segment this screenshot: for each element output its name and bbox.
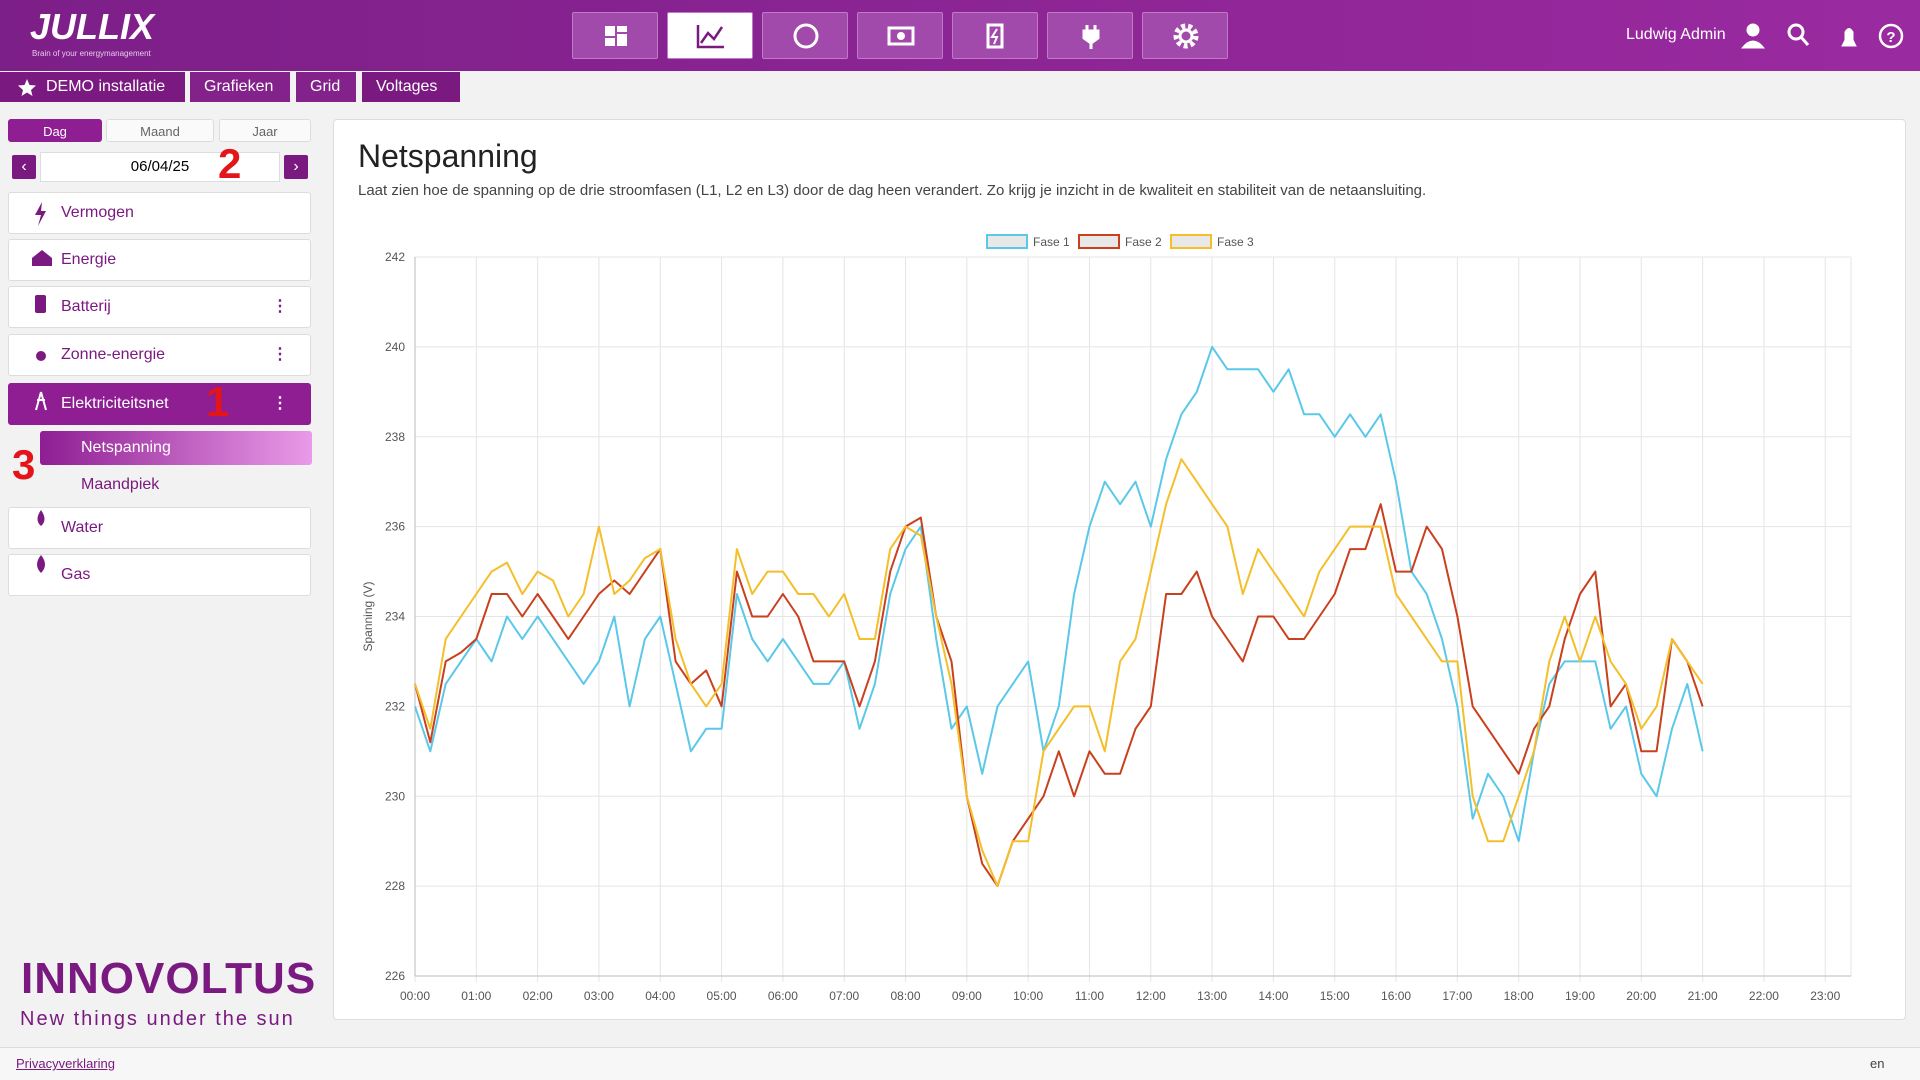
series-line bbox=[414, 345, 1704, 843]
menu-item-active[interactable]: Elektriciteitsnet ⋮ bbox=[8, 383, 311, 425]
menu-label: Elektriciteitsnet bbox=[61, 395, 169, 412]
legend-swatch bbox=[1078, 234, 1120, 249]
x-tick-label: 05:00 bbox=[707, 989, 737, 1003]
tab-year[interactable]: Jaar bbox=[219, 119, 311, 142]
language[interactable]: en bbox=[1870, 1056, 1885, 1071]
submenu-active[interactable]: Netspanning bbox=[40, 431, 312, 465]
chart-card: Netspanning Laat zien hoe de spanning op… bbox=[333, 119, 1906, 1020]
annotation: 1 bbox=[206, 378, 230, 425]
privacy-link[interactable]: Privacyverklaring bbox=[16, 1056, 115, 1071]
page-title: Netspanning bbox=[358, 138, 538, 174]
tagline: Brain of your energymanagement bbox=[32, 49, 151, 58]
x-tick-label: 15:00 bbox=[1320, 989, 1350, 1003]
user-name[interactable]: Ludwig Admin bbox=[1626, 26, 1726, 43]
x-tick-label: 18:00 bbox=[1504, 989, 1534, 1003]
series-line bbox=[414, 458, 1704, 888]
tab-day[interactable]: Dag bbox=[8, 119, 102, 142]
legend-label: Fase 3 bbox=[1217, 235, 1254, 249]
x-tick-label: 21:00 bbox=[1688, 989, 1718, 1003]
y-tick-label: 230 bbox=[385, 789, 405, 803]
brand: INNOVOLTUS bbox=[21, 954, 317, 1003]
nav-plug[interactable] bbox=[1047, 12, 1133, 59]
annotation: 3 bbox=[12, 441, 36, 488]
breadcrumb-item[interactable]: Grid bbox=[296, 72, 356, 102]
prev-day[interactable]: ‹ bbox=[12, 155, 36, 179]
menu-item[interactable]: Zonne-energie ⋮ bbox=[8, 334, 311, 376]
series-line bbox=[414, 503, 1704, 888]
nav-settings[interactable] bbox=[1142, 12, 1228, 59]
logo[interactable]: JULLIX bbox=[30, 6, 155, 47]
x-tick-label: 19:00 bbox=[1565, 989, 1595, 1003]
y-tick-label: 226 bbox=[385, 969, 405, 983]
x-tick-label: 10:00 bbox=[1013, 989, 1043, 1003]
breadcrumb-item[interactable]: Grafieken bbox=[190, 72, 290, 102]
x-tick-label: 00:00 bbox=[400, 989, 430, 1003]
x-tick-label: 03:00 bbox=[584, 989, 614, 1003]
nav-dashboard[interactable] bbox=[572, 12, 658, 59]
legend-label: Fase 1 bbox=[1033, 235, 1070, 249]
x-tick-label: 22:00 bbox=[1749, 989, 1779, 1003]
x-tick-label: 12:00 bbox=[1136, 989, 1166, 1003]
x-tick-label: 07:00 bbox=[829, 989, 859, 1003]
x-tick-label: 06:00 bbox=[768, 989, 798, 1003]
nav-money[interactable] bbox=[857, 12, 943, 59]
nav-brain[interactable] bbox=[762, 12, 848, 59]
menu-item[interactable]: Vermogen bbox=[8, 192, 311, 234]
menu-label: Zonne-energie bbox=[61, 346, 166, 363]
x-tick-label: 14:00 bbox=[1258, 989, 1288, 1003]
svg-text:?: ? bbox=[1886, 29, 1895, 46]
menu-item[interactable]: Energie bbox=[8, 239, 311, 281]
y-tick-label: 238 bbox=[385, 430, 405, 444]
page-description: Laat zien hoe de spanning op de drie str… bbox=[358, 182, 1427, 199]
y-tick-label: 232 bbox=[385, 699, 405, 713]
menu-item[interactable]: Batterij ⋮ bbox=[8, 286, 311, 328]
x-tick-label: 13:00 bbox=[1197, 989, 1227, 1003]
y-tick-label: 228 bbox=[385, 879, 405, 893]
brand-tagline: New things under the sun bbox=[20, 1008, 295, 1030]
tab-month[interactable]: Maand bbox=[106, 119, 214, 142]
y-axis-label: Spanning (V) bbox=[361, 581, 375, 651]
y-tick-label: 242 bbox=[385, 250, 405, 264]
x-tick-label: 23:00 bbox=[1810, 989, 1840, 1003]
footer: Privacyverklaring en bbox=[0, 1047, 1920, 1080]
date-input[interactable]: 06/04/25 bbox=[40, 152, 280, 182]
menu-item[interactable]: Water bbox=[8, 507, 311, 549]
breadcrumb-item[interactable]: Voltages bbox=[362, 72, 460, 102]
x-tick-label: 01:00 bbox=[461, 989, 491, 1003]
x-tick-label: 04:00 bbox=[645, 989, 675, 1003]
star-icon bbox=[18, 79, 36, 96]
submenu-item[interactable]: Maandpiek bbox=[81, 476, 160, 493]
menu-icons bbox=[32, 202, 52, 573]
y-tick-label: 240 bbox=[385, 340, 405, 354]
legend-swatch bbox=[1170, 234, 1212, 249]
x-tick-label: 02:00 bbox=[523, 989, 553, 1003]
x-tick-label: 11:00 bbox=[1075, 989, 1104, 1003]
menu-item[interactable]: Gas bbox=[8, 554, 311, 596]
x-tick-label: 17:00 bbox=[1442, 989, 1472, 1003]
top-bar: JULLIX Brain of your energymanagement Lu… bbox=[0, 0, 1920, 71]
y-tick-label: 234 bbox=[385, 610, 405, 624]
legend-label: Fase 2 bbox=[1125, 235, 1162, 249]
y-tick-label: 236 bbox=[385, 520, 405, 534]
header-icons[interactable]: ? bbox=[1738, 18, 1910, 54]
x-tick-label: 08:00 bbox=[891, 989, 921, 1003]
annotation: 2 bbox=[218, 140, 242, 187]
next-day[interactable]: › bbox=[284, 155, 308, 179]
x-tick-label: 16:00 bbox=[1381, 989, 1411, 1003]
nav-charger[interactable] bbox=[952, 12, 1038, 59]
chart: 226 228 230 232 234 236 238 240 242 00:00 01:00 02:… bbox=[361, 234, 1852, 1003]
x-tick-label: 09:00 bbox=[952, 989, 982, 1003]
nav-charts[interactable] bbox=[667, 12, 753, 59]
x-tick-label: 20:00 bbox=[1626, 989, 1656, 1003]
menu-label: Batterij bbox=[61, 298, 111, 315]
legend-swatch bbox=[986, 234, 1028, 249]
